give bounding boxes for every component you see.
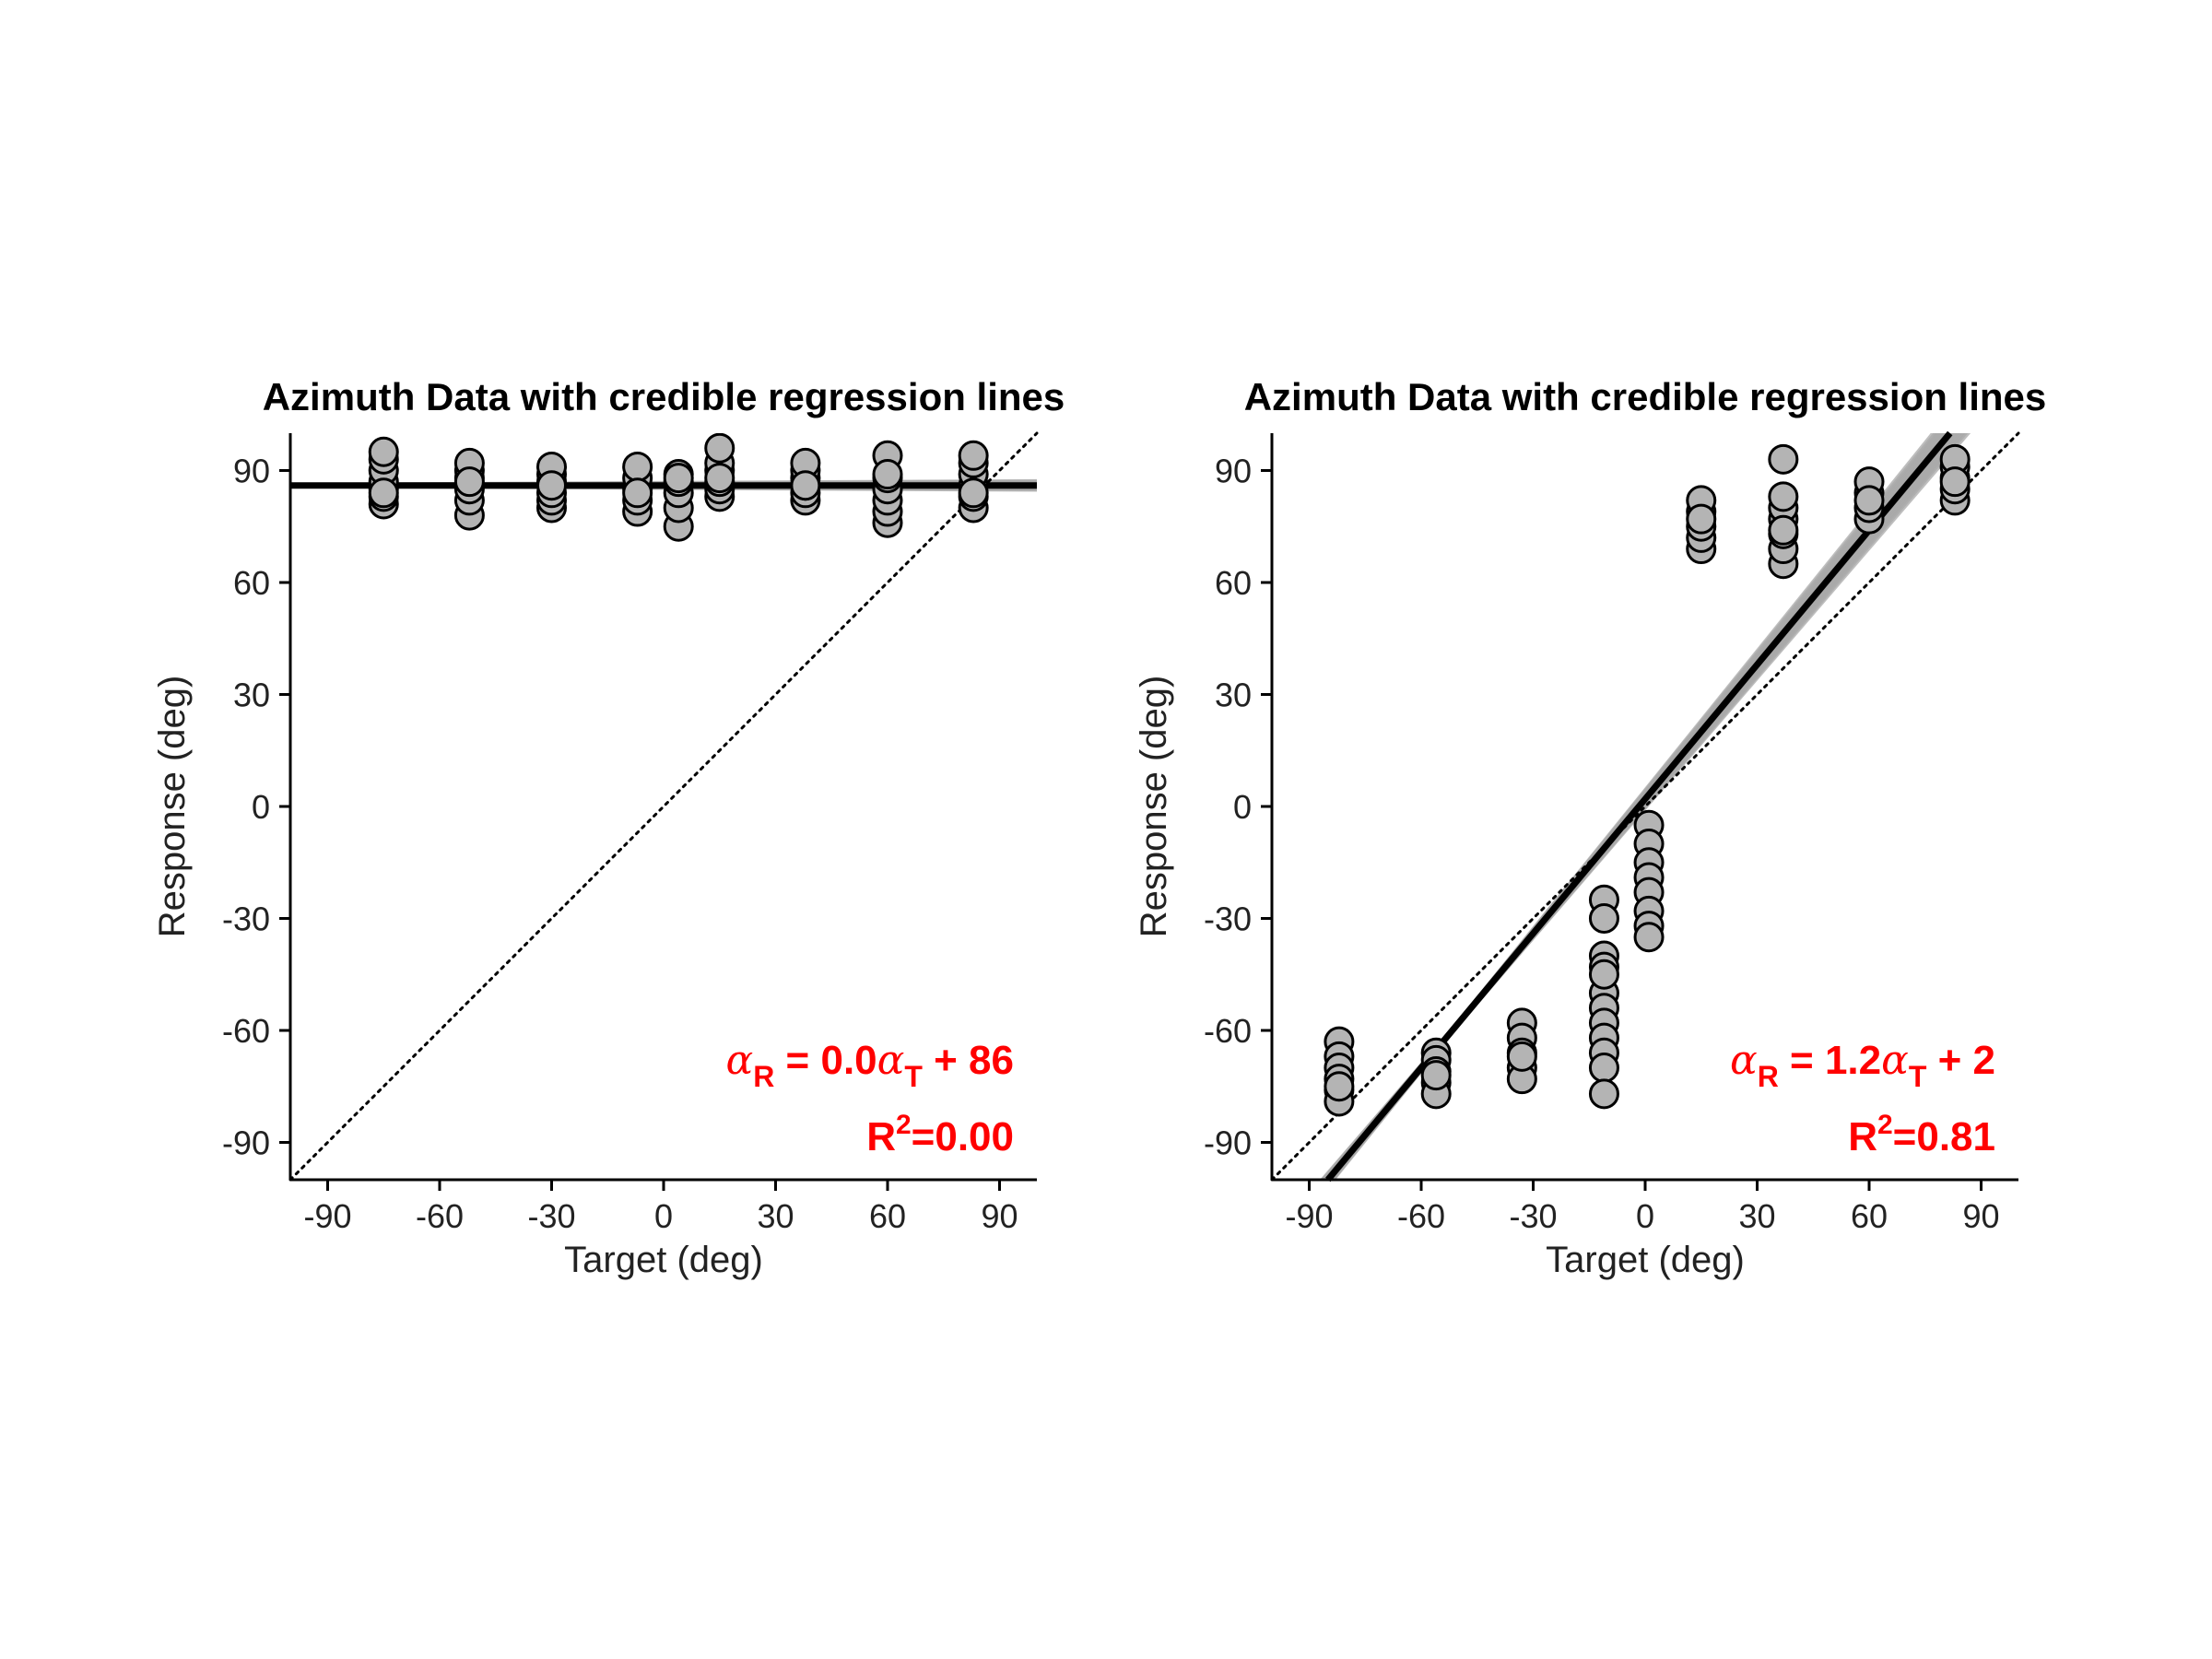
- data-point: [1768, 443, 1799, 475]
- data-point: [958, 477, 989, 509]
- data-point: [368, 436, 399, 467]
- data-point: [1768, 514, 1799, 546]
- x-tick-label: -90: [1285, 1197, 1333, 1235]
- x-tick-label: 0: [654, 1197, 673, 1235]
- data-point: [1588, 1053, 1619, 1083]
- y-axis-label: Response (deg): [152, 676, 193, 938]
- x-tick-label: 0: [1636, 1197, 1654, 1235]
- x-tick-label: -30: [527, 1197, 575, 1235]
- y-tick-label: 90: [1215, 453, 1252, 490]
- y-ticks: 90 60 30 0 -30 -60 -90: [222, 453, 290, 1162]
- y-tick-label: -30: [222, 900, 270, 938]
- identity-line: [288, 431, 1039, 1182]
- y-tick-label: -90: [222, 1124, 270, 1162]
- x-tick-label: 60: [869, 1197, 906, 1235]
- data-point: [1853, 485, 1885, 516]
- x-tick-label: 90: [1962, 1197, 1999, 1235]
- x-axis-label: Target (deg): [564, 1240, 763, 1280]
- y-tick-label: 30: [1215, 677, 1252, 714]
- chart-title: Azimuth Data with credible regression li…: [263, 375, 1065, 418]
- x-tick-label: 30: [1738, 1197, 1775, 1235]
- data-point: [622, 477, 653, 509]
- x-tick-label: -90: [303, 1197, 351, 1235]
- x-ticks: -90 -60 -30 0 30 60 90: [303, 1180, 1018, 1235]
- x-tick-label: 60: [1851, 1197, 1888, 1235]
- data-point: [1588, 903, 1619, 934]
- x-tick-label: -60: [1397, 1197, 1445, 1235]
- data-point: [1686, 503, 1717, 535]
- data-point: [704, 463, 735, 494]
- data-point: [704, 433, 735, 464]
- data-point: [1506, 1041, 1537, 1072]
- y-tick-label: -60: [1204, 1012, 1252, 1050]
- x-tick-label: 30: [757, 1197, 794, 1235]
- data-point: [368, 477, 399, 509]
- r-squared: R2=0.81: [1848, 1110, 1995, 1159]
- data-point: [872, 459, 903, 490]
- data-point: [1939, 466, 1971, 498]
- data-point: [1768, 481, 1799, 512]
- chart-panel-left: Azimuth Data with credible regression li…: [152, 375, 1065, 1280]
- data-point: [663, 463, 694, 494]
- chart-title: Azimuth Data with credible regression li…: [1244, 375, 2047, 418]
- data-point: [1588, 959, 1619, 990]
- regression-equation: αR = 0.0αT + 86: [726, 1037, 1015, 1093]
- data-point: [1324, 1071, 1355, 1102]
- y-tick-label: -60: [222, 1012, 270, 1050]
- y-tick-label: 0: [252, 788, 270, 826]
- r-squared: R2=0.00: [866, 1110, 1014, 1159]
- x-ticks: -90 -60 -30 0 30 60 90: [1285, 1180, 2000, 1235]
- x-tick-label: -30: [1509, 1197, 1557, 1235]
- chart-panel-right: Azimuth Data with credible regression li…: [1134, 375, 2047, 1280]
- x-axis-label: Target (deg): [1546, 1240, 1745, 1280]
- x-tick-label: -60: [416, 1197, 464, 1235]
- y-tick-label: 0: [1233, 788, 1252, 826]
- y-tick-label: -90: [1204, 1124, 1252, 1162]
- data-point: [536, 470, 567, 501]
- data-points: [368, 433, 989, 542]
- data-point: [1420, 1060, 1452, 1091]
- data-points: [1324, 443, 1971, 1117]
- data-point: [790, 470, 821, 501]
- y-tick-label: 60: [1215, 564, 1252, 602]
- identity-line: [1270, 431, 2020, 1182]
- data-point: [453, 466, 485, 498]
- y-ticks: 90 60 30 0 -30 -60 -90: [1204, 453, 1272, 1162]
- y-tick-label: 90: [233, 453, 270, 490]
- x-tick-label: 90: [981, 1197, 1018, 1235]
- y-tick-label: -30: [1204, 900, 1252, 938]
- y-tick-label: 30: [233, 677, 270, 714]
- data-point: [958, 440, 989, 471]
- data-point: [622, 451, 653, 482]
- y-tick-label: 60: [233, 564, 270, 602]
- data-point: [1633, 922, 1665, 953]
- data-point: [1588, 1078, 1619, 1110]
- y-axis-label: Response (deg): [1134, 676, 1174, 938]
- regression-equation: αR = 1.2αT + 2: [1730, 1037, 1995, 1093]
